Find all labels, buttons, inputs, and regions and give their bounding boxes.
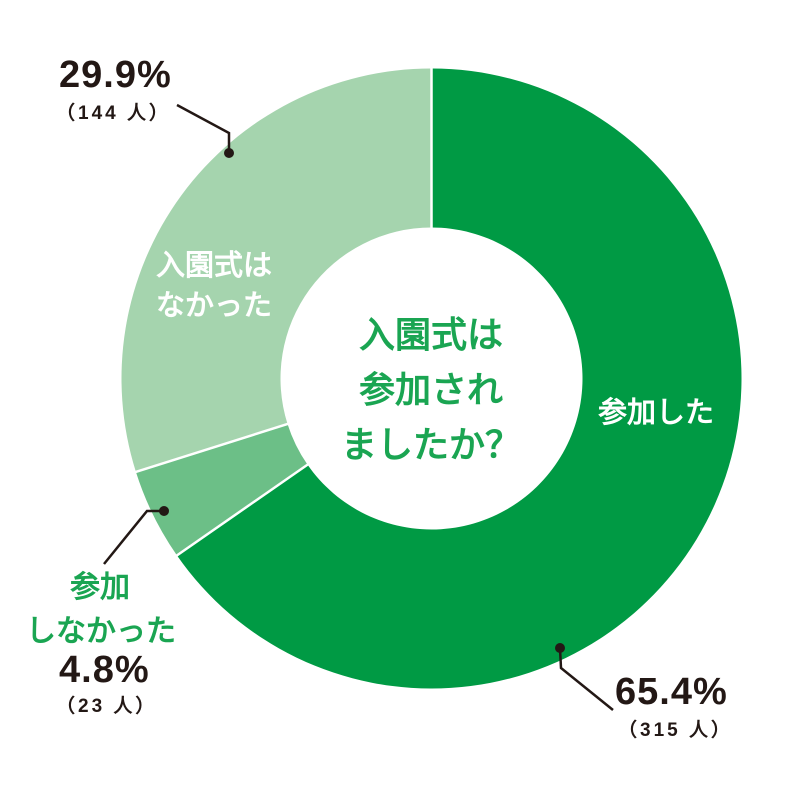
leader-line-no-ceremony xyxy=(176,103,231,153)
segment-not-attended xyxy=(135,423,308,556)
center-line-3: ましたか？ xyxy=(340,425,521,466)
count-attended: （315 人） xyxy=(618,720,733,741)
leader-line-not-attended xyxy=(103,509,164,565)
segment-divider xyxy=(134,422,289,474)
leader-lines xyxy=(103,103,614,711)
leader-dot-attended xyxy=(555,643,565,653)
category-label-not-attended-line2: しなかった xyxy=(26,614,176,649)
percent-attended: 65.4% xyxy=(615,671,728,713)
category-label-not-attended: 参加 しなかった xyxy=(26,566,176,654)
segment-label-attended: 参加した xyxy=(598,395,715,429)
segment-label-no-ceremony: 入園式は なかった xyxy=(156,245,272,325)
leader-dots xyxy=(159,148,565,653)
segment-no-ceremony xyxy=(121,68,432,472)
center-line-2: 参加され xyxy=(358,370,503,411)
segment-label-no-ceremony-line2: なかった xyxy=(156,288,273,322)
percent-no-ceremony: 29.9% xyxy=(59,54,172,96)
segment-attended xyxy=(176,68,742,689)
center-line-1: 入園式は xyxy=(358,315,503,356)
count-not-attended: （23 人） xyxy=(56,696,158,717)
segment-divider xyxy=(175,463,310,557)
leader-dot-no-ceremony xyxy=(224,148,234,158)
donut-segments xyxy=(121,67,742,689)
segment-label-no-ceremony-line1: 入園式は xyxy=(156,248,273,282)
leader-dot-not-attended xyxy=(159,506,169,516)
center-question: 入園式は 参加され ましたか？ xyxy=(305,308,557,473)
leader-line-attended xyxy=(558,647,614,711)
percent-not-attended: 4.8% xyxy=(59,649,150,691)
category-label-not-attended-line1: 参加 xyxy=(70,570,130,605)
count-no-ceremony: （144 人） xyxy=(56,103,171,124)
